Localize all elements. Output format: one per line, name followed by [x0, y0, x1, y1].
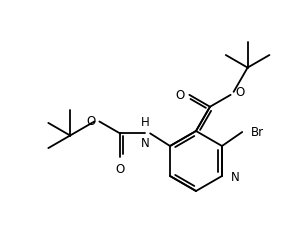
Text: Br: Br [251, 126, 264, 139]
Text: N: N [141, 137, 150, 150]
Text: O: O [115, 163, 125, 175]
Text: N: N [231, 171, 240, 184]
Text: H: H [141, 116, 150, 129]
Text: O: O [86, 114, 95, 127]
Text: O: O [175, 89, 184, 102]
Text: O: O [236, 86, 245, 99]
